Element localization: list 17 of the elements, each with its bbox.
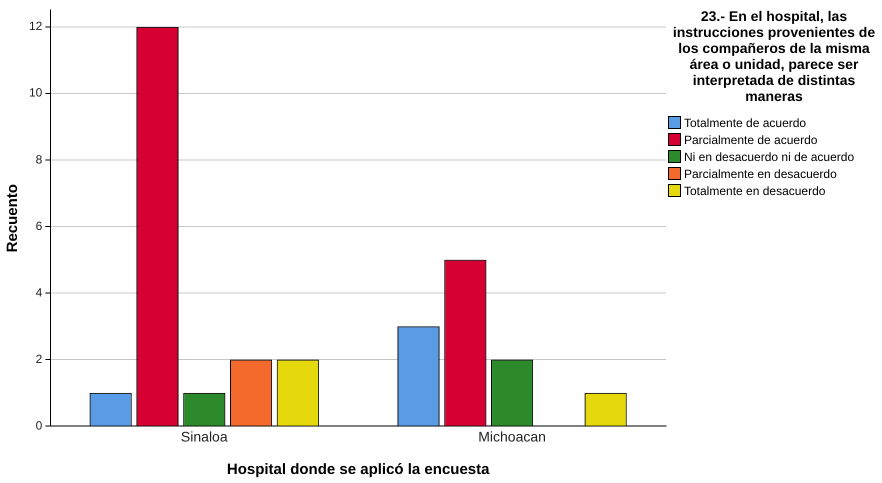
legend-title: 23.- En el hospital, las instrucciones provenientes de los compañeros de la misma área o unidad, parece ser interpretada de distintas maneras — [672, 8, 876, 104]
y-tick-label: 4 — [36, 285, 43, 300]
legend-label: Parcialmente de acuerdo — [684, 132, 818, 146]
y-tick-label: 8 — [36, 152, 43, 166]
y-tick-label: 2 — [36, 352, 43, 366]
y-tick-label: 0 — [36, 418, 43, 433]
x-axis-title: Hospital donde se aplicó la encuesta — [226, 461, 490, 478]
x-tick-label: Sinaloa — [180, 428, 228, 444]
legend-label: Totalmente de acuerdo — [684, 116, 806, 130]
legend-label: Ni en desacuerdo ni de acuerdo — [684, 150, 854, 164]
y-tick-label: 10 — [28, 86, 43, 100]
y-axis-title: Recuento — [4, 184, 22, 252]
legend-label: Parcialmente en desacuerdo — [684, 166, 837, 180]
x-tick-label: Michoacan — [478, 428, 546, 444]
y-tick-label: 6 — [36, 218, 43, 233]
legend-label: Totalmente en desacuerdo — [684, 184, 826, 198]
y-tick-label: 12 — [28, 19, 43, 34]
